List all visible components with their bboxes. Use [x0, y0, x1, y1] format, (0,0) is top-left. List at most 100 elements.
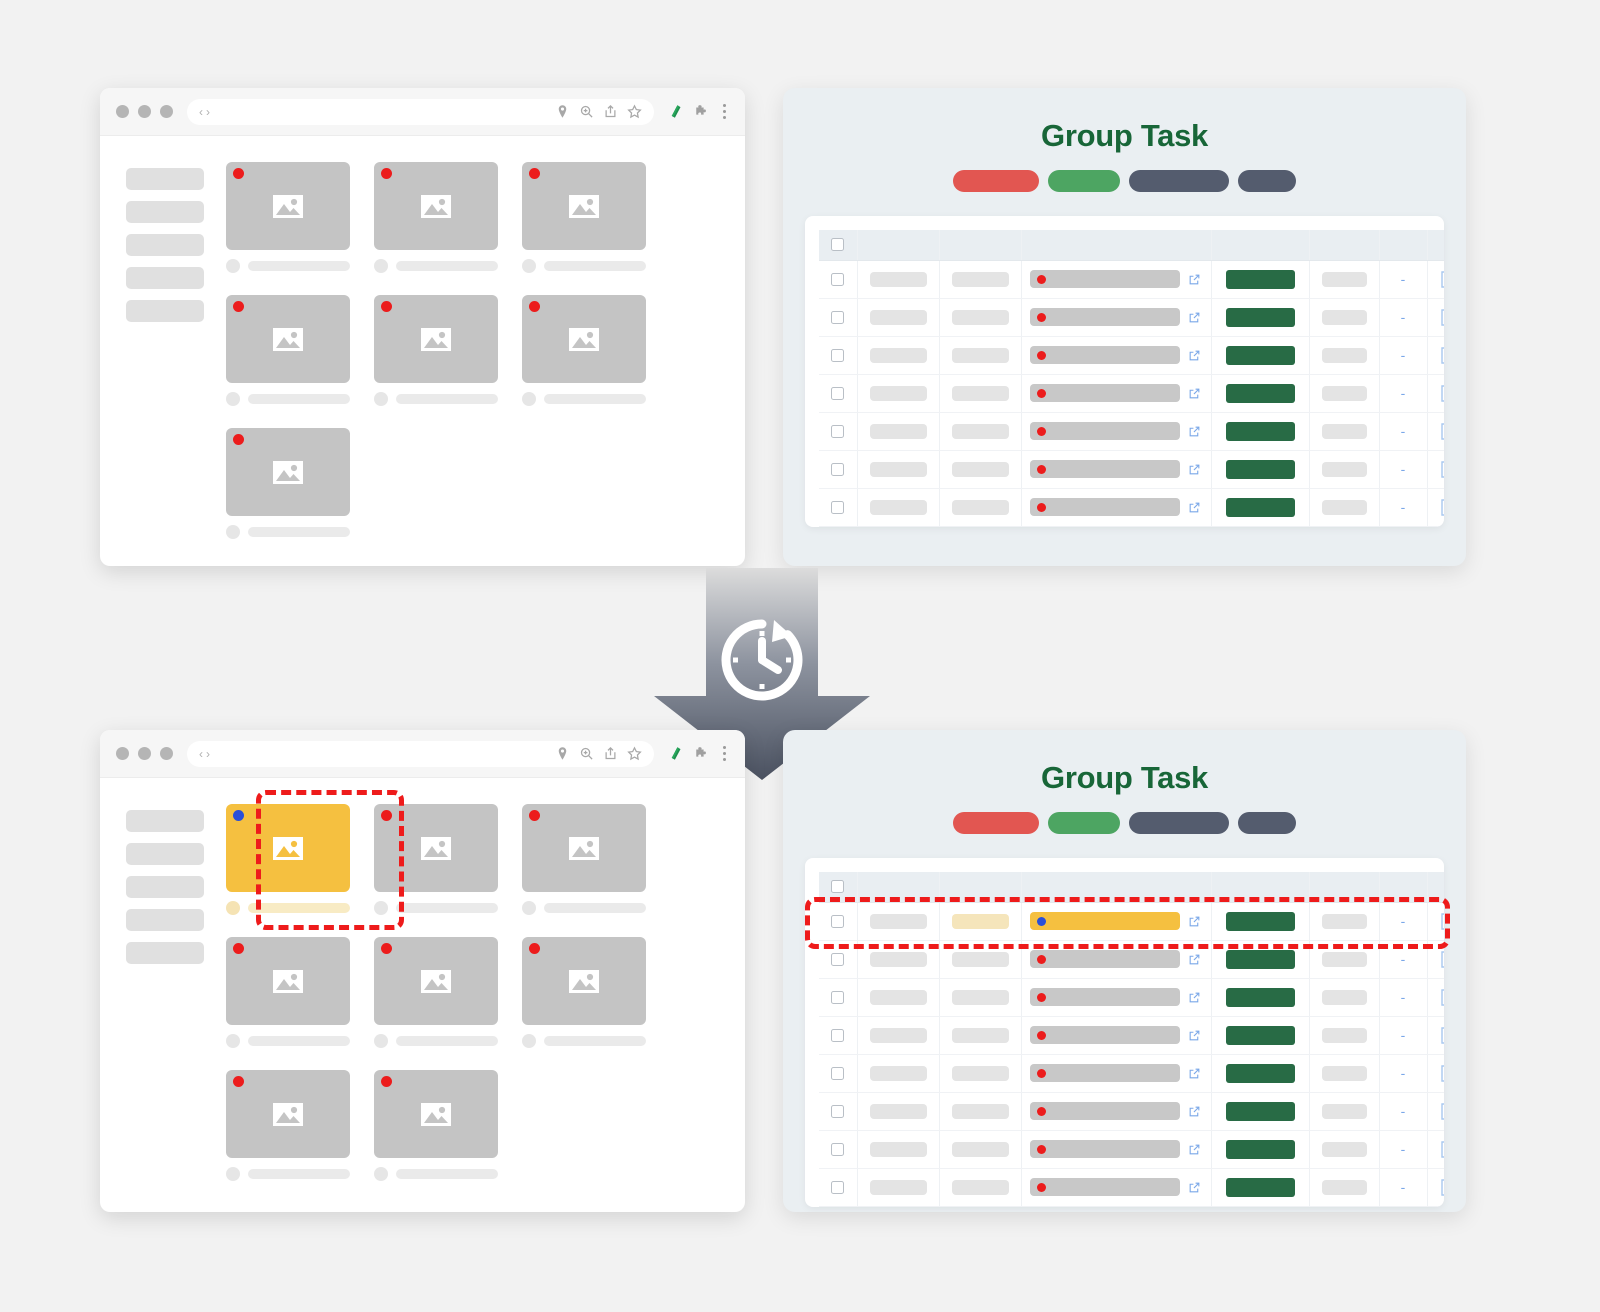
media-card[interactable]: [374, 162, 498, 273]
filter-pill-1[interactable]: [953, 170, 1039, 192]
document-cell[interactable]: [1427, 1092, 1444, 1131]
document-icon[interactable]: [1441, 988, 1444, 1006]
document-cell[interactable]: [1427, 902, 1444, 941]
header-cell[interactable]: [939, 872, 1022, 903]
external-link-icon[interactable]: [1188, 425, 1201, 438]
document-icon[interactable]: [1441, 460, 1444, 478]
filter-pill-3[interactable]: [1129, 170, 1229, 192]
media-card[interactable]: [226, 428, 350, 539]
row-checkbox[interactable]: [831, 1028, 845, 1042]
window-close-dot[interactable]: [116, 747, 129, 760]
card-thumbnail[interactable]: [522, 937, 646, 1025]
document-cell[interactable]: [1427, 298, 1444, 337]
document-cell[interactable]: [1427, 412, 1444, 451]
document-icon[interactable]: [1441, 1102, 1444, 1120]
sidebar-item-placeholder[interactable]: [126, 942, 204, 964]
kebab-menu-icon[interactable]: [720, 103, 729, 120]
table-row-selected[interactable]: -: [819, 902, 1444, 941]
table-row[interactable]: -: [819, 978, 1444, 1017]
row-checkbox[interactable]: [831, 500, 845, 514]
window-maximize-dot[interactable]: [160, 747, 173, 760]
row-checkbox-cell[interactable]: [819, 298, 858, 337]
address-bar[interactable]: ‹›: [187, 740, 654, 767]
card-thumbnail[interactable]: [226, 295, 350, 383]
external-link-icon[interactable]: [1188, 953, 1201, 966]
nav-arrows[interactable]: ‹›: [199, 746, 213, 761]
zoom-search-icon[interactable]: [579, 104, 594, 119]
document-cell[interactable]: [1427, 940, 1444, 979]
row-checkbox[interactable]: [831, 386, 845, 400]
sidebar-item-placeholder[interactable]: [126, 843, 204, 865]
document-cell[interactable]: [1427, 336, 1444, 375]
select-all-checkbox[interactable]: [831, 238, 845, 252]
filter-pill-4[interactable]: [1238, 170, 1296, 192]
external-link-icon[interactable]: [1188, 1181, 1201, 1194]
filter-pill-2[interactable]: [1048, 170, 1120, 192]
row-checkbox-cell[interactable]: [819, 336, 858, 375]
document-icon[interactable]: [1441, 1026, 1444, 1044]
row-checkbox-cell[interactable]: [819, 450, 858, 489]
filter-pill-3[interactable]: [1129, 812, 1229, 834]
row-checkbox-cell[interactable]: [819, 1054, 858, 1093]
media-card[interactable]: [226, 937, 350, 1048]
header-cell[interactable]: [1379, 872, 1428, 903]
header-cell[interactable]: [1309, 872, 1380, 903]
row-checkbox[interactable]: [831, 1066, 845, 1080]
media-card[interactable]: [374, 295, 498, 406]
card-thumbnail[interactable]: [374, 1070, 498, 1158]
kebab-menu-icon[interactable]: [720, 745, 729, 762]
row-checkbox-cell[interactable]: [819, 488, 858, 527]
document-cell[interactable]: [1427, 1054, 1444, 1093]
media-card[interactable]: [522, 804, 646, 915]
window-controls[interactable]: [116, 105, 173, 118]
media-card[interactable]: [374, 804, 498, 915]
nav-arrows[interactable]: ‹›: [199, 104, 213, 119]
filter-pill-4[interactable]: [1238, 812, 1296, 834]
header-cell[interactable]: [857, 872, 940, 903]
header-cell[interactable]: [1427, 872, 1444, 903]
row-checkbox-cell[interactable]: [819, 1016, 858, 1055]
sidebar-item-placeholder[interactable]: [126, 267, 204, 289]
table-row[interactable]: -: [819, 940, 1444, 979]
row-checkbox[interactable]: [831, 914, 845, 928]
document-icon[interactable]: [1441, 270, 1444, 288]
sidebar-item-placeholder[interactable]: [126, 876, 204, 898]
media-card-selected[interactable]: [226, 804, 350, 915]
card-thumbnail[interactable]: [226, 804, 350, 892]
document-cell[interactable]: [1427, 488, 1444, 527]
header-cell[interactable]: [1211, 230, 1310, 261]
row-checkbox-cell[interactable]: [819, 940, 858, 979]
card-thumbnail[interactable]: [522, 804, 646, 892]
table-row[interactable]: -: [819, 1130, 1444, 1169]
row-checkbox[interactable]: [831, 1142, 845, 1156]
select-all-cell[interactable]: [819, 230, 858, 261]
sidebar-item-placeholder[interactable]: [126, 810, 204, 832]
select-all-cell[interactable]: [819, 872, 858, 903]
table-row[interactable]: -: [819, 412, 1444, 451]
address-bar[interactable]: ‹›: [187, 98, 654, 125]
row-checkbox[interactable]: [831, 952, 845, 966]
document-icon[interactable]: [1441, 1140, 1444, 1158]
document-cell[interactable]: [1427, 260, 1444, 299]
table-row[interactable]: -: [819, 1168, 1444, 1207]
window-minimize-dot[interactable]: [138, 105, 151, 118]
filter-pill-1[interactable]: [953, 812, 1039, 834]
window-close-dot[interactable]: [116, 105, 129, 118]
sidebar-item-placeholder[interactable]: [126, 300, 204, 322]
document-cell[interactable]: [1427, 450, 1444, 489]
document-icon[interactable]: [1441, 912, 1444, 930]
location-pin-icon[interactable]: [555, 746, 570, 761]
table-row[interactable]: -: [819, 260, 1444, 299]
external-link-icon[interactable]: [1188, 463, 1201, 476]
media-card[interactable]: [522, 937, 646, 1048]
row-checkbox-cell[interactable]: [819, 978, 858, 1017]
row-checkbox[interactable]: [831, 424, 845, 438]
green-pen-icon[interactable]: [668, 746, 683, 761]
window-controls[interactable]: [116, 747, 173, 760]
document-icon[interactable]: [1441, 1178, 1444, 1196]
table-row[interactable]: -: [819, 488, 1444, 527]
row-checkbox-cell[interactable]: [819, 412, 858, 451]
row-checkbox[interactable]: [831, 348, 845, 362]
header-cell[interactable]: [857, 230, 940, 261]
zoom-search-icon[interactable]: [579, 746, 594, 761]
